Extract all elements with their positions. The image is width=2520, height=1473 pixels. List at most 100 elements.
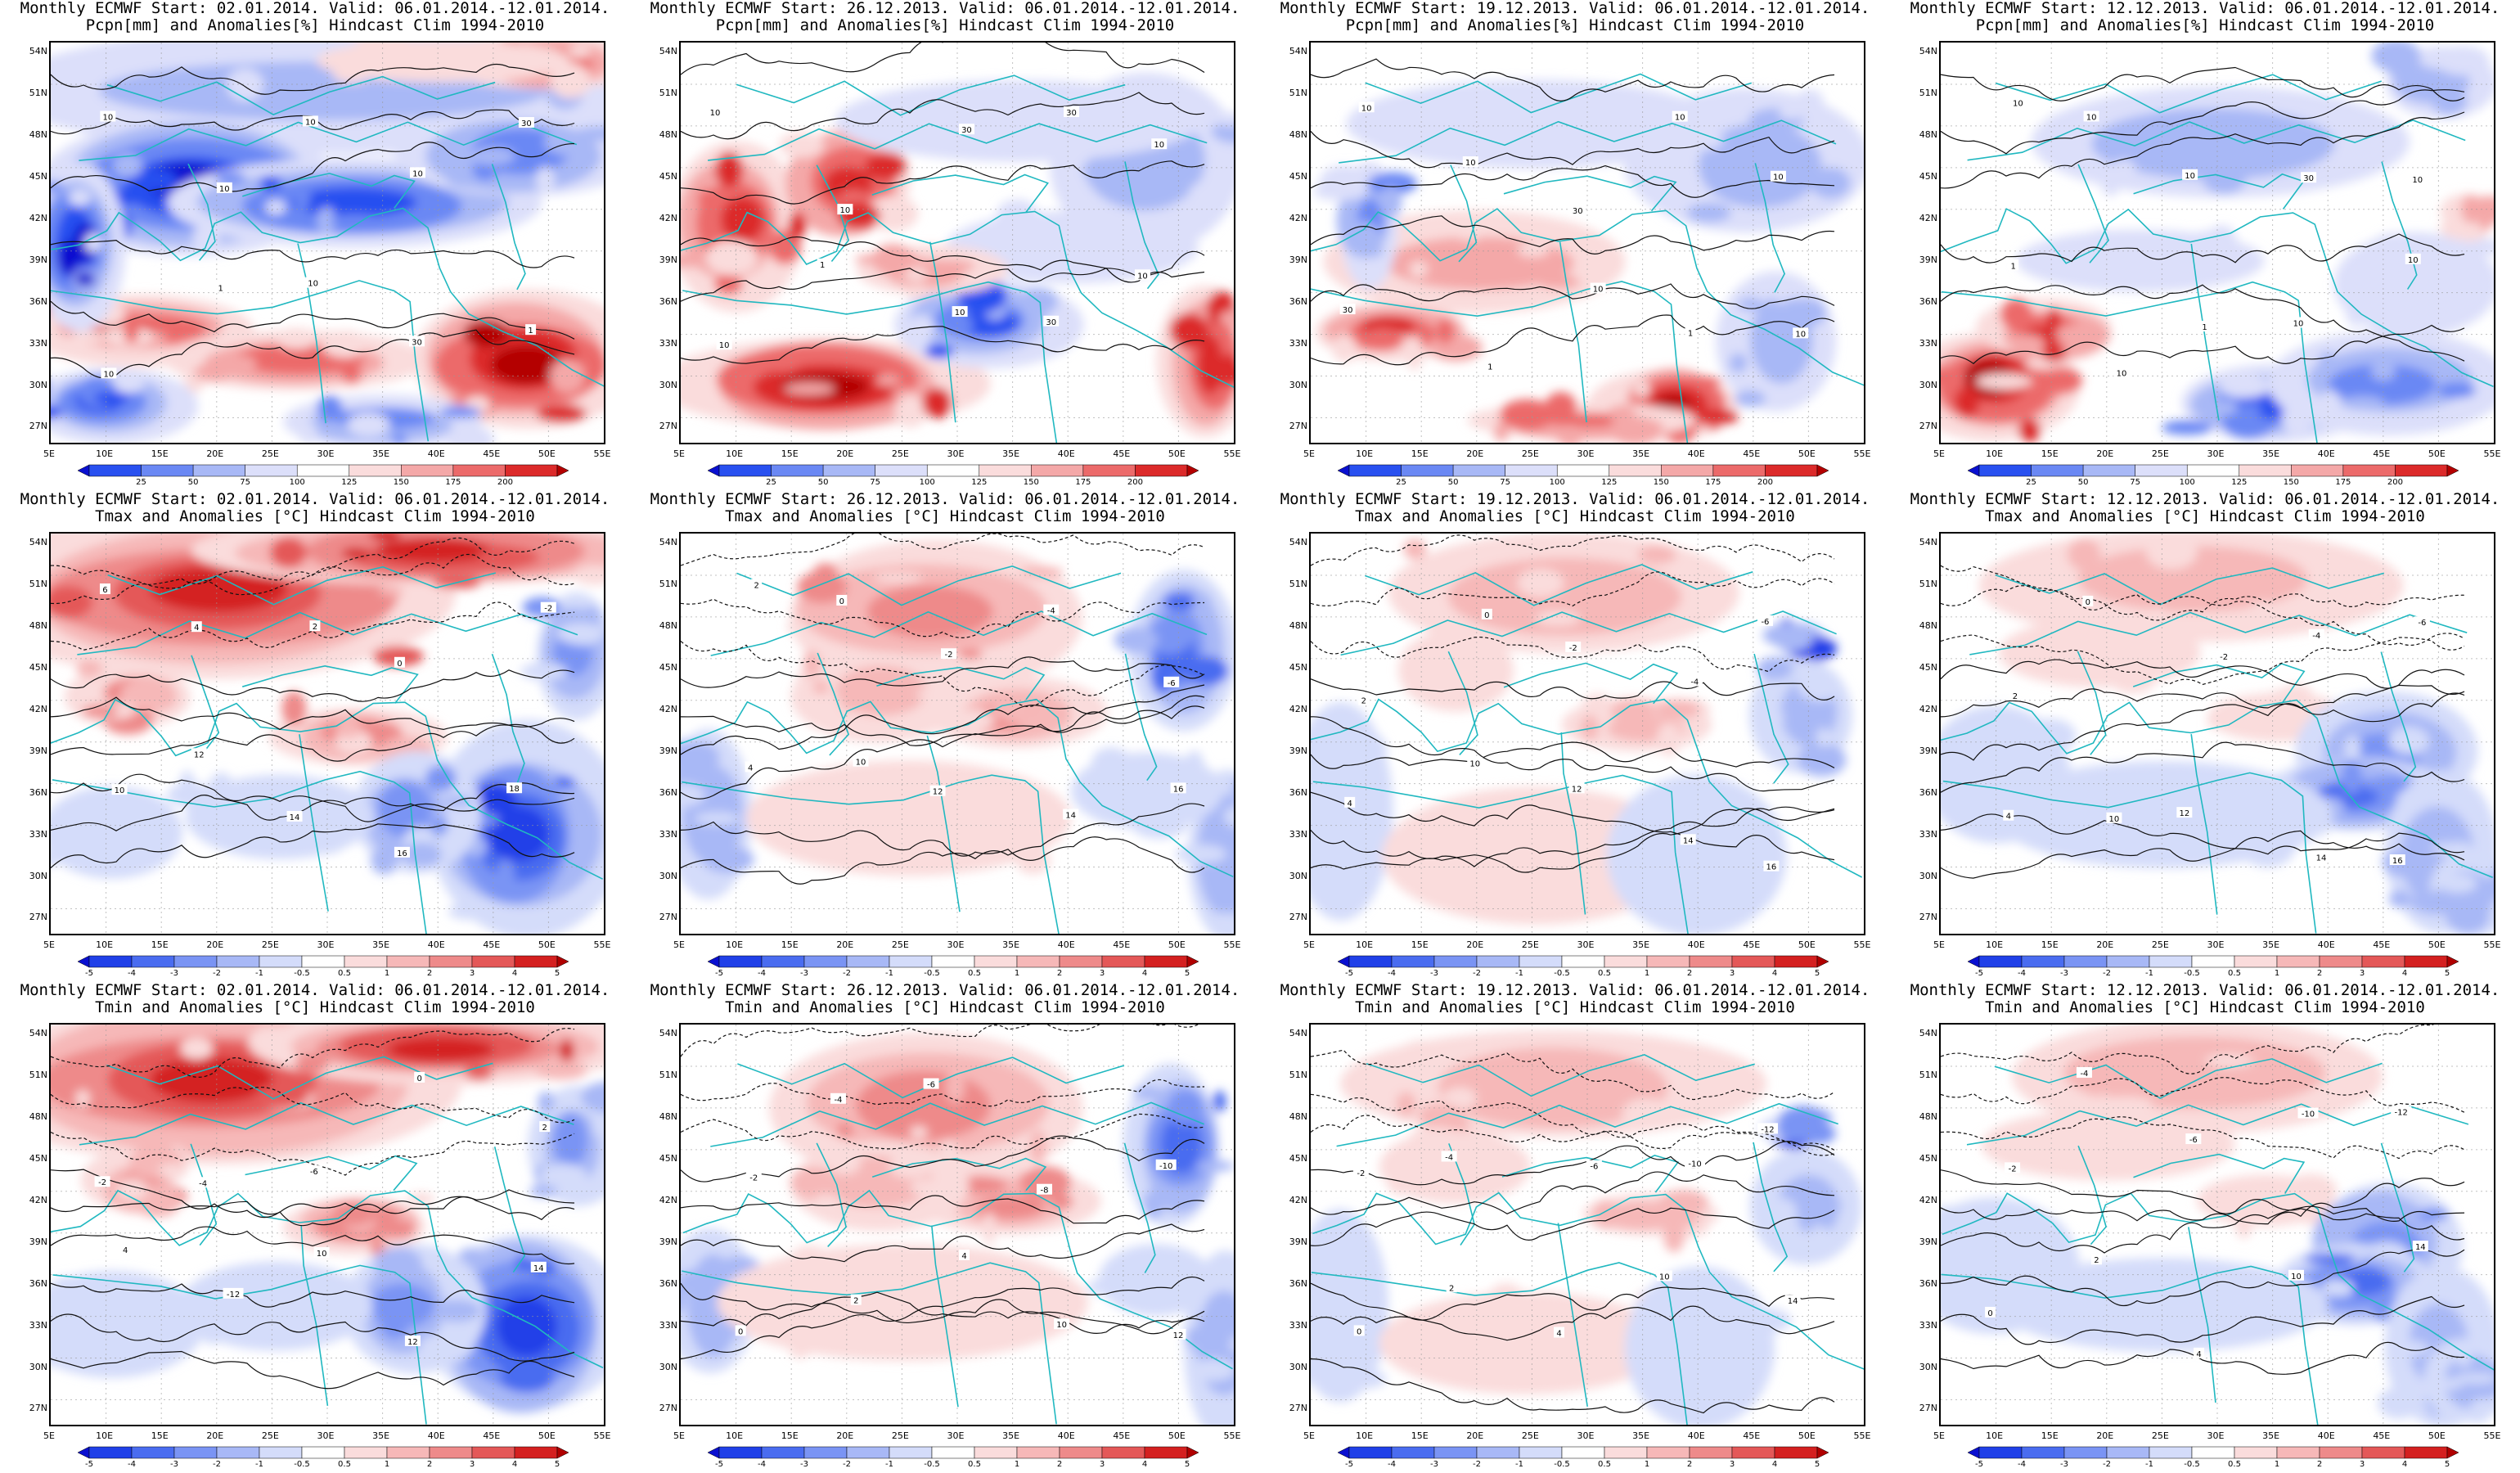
contour-lines (51, 537, 575, 869)
contour-label: 4 (745, 761, 756, 773)
colorbar-label: 2 (426, 1460, 433, 1469)
contour-label: 14 (2412, 1241, 2428, 1252)
lon-tick-label: 25E (261, 448, 279, 459)
contour-label: 14 (286, 810, 303, 822)
lat-tick-label: 27N (29, 1403, 47, 1414)
colorbar-label: -2 (843, 1460, 851, 1469)
contour-label: 14 (530, 1261, 547, 1273)
colorbar-label: 50 (2077, 478, 2089, 487)
map-panel: Monthly ECMWF Start: 12.12.2013. Valid: … (1890, 982, 2520, 1473)
lon-tick-label: 55E (593, 939, 611, 950)
colorbar-swatch (192, 464, 245, 477)
lon-tick-label: 10E (1986, 1430, 2004, 1441)
lon-tick-label: 10E (1356, 939, 1374, 950)
svg-text:30: 30 (1046, 318, 1056, 327)
colorbar-high-arrow (1186, 955, 1199, 968)
colorbar-swatch (1144, 1446, 1188, 1459)
svg-text:10: 10 (412, 169, 423, 178)
colorbar-label: 5 (2444, 969, 2450, 978)
lon-tick-label: 15E (1411, 448, 1429, 459)
map-plot: 2 0 -2 -4 -6 4 10 12 14 16 (1939, 532, 2495, 935)
colorbar-swatch (2276, 1446, 2320, 1459)
contour-labels: 2 0 -2 -4 -6 4 10 12 14 16 (2003, 595, 2430, 866)
colorbar-low-arrow (707, 955, 720, 968)
contour-label: 0 (735, 1325, 746, 1336)
colorbar-label: 5 (2444, 1460, 2450, 1469)
svg-text:4: 4 (1347, 800, 1352, 809)
lat-tick-label: 48N (659, 1110, 677, 1122)
contour-label: 18 (506, 782, 523, 794)
colorbar-swatch (875, 464, 928, 477)
colorbar-low-arrow (77, 955, 90, 968)
lon-tick-label: 35E (1632, 939, 1650, 950)
panel-title: Monthly ECMWF Start: 12.12.2013. Valid: … (1890, 0, 2520, 34)
lon-tick-label: 35E (1002, 1430, 1020, 1441)
svg-text:-2: -2 (544, 605, 552, 614)
lon-tick-label: 25E (1521, 939, 1539, 950)
lon-tick-label: 40E (1057, 448, 1075, 459)
colorbar-label: 3 (1099, 1460, 1105, 1469)
title-line-2: Tmin and Anomalies [°C] Hindcast Clim 19… (95, 998, 535, 1016)
graticule (681, 534, 1234, 934)
title-line-2: Tmax and Anomalies [°C] Hindcast Clim 19… (95, 507, 535, 525)
colorbar-swatch (2135, 464, 2188, 477)
lon-tick-label: 50E (2428, 448, 2446, 459)
lon-tick-label: 50E (1168, 1430, 1186, 1441)
colorbar-swatch (301, 955, 345, 968)
colorbar-label: -0.5 (294, 969, 310, 978)
map-panel: Monthly ECMWF Start: 02.01.2014. Valid: … (0, 982, 630, 1473)
colorbar-swatch (1561, 955, 1605, 968)
svg-text:-2: -2 (98, 1178, 106, 1187)
lat-tick-label: 51N (1289, 87, 1307, 98)
panel-title: Monthly ECMWF Start: 02.01.2014. Valid: … (0, 0, 630, 34)
colorbar-swatch (1101, 955, 1145, 968)
contour-labels: -2 -4 -6 -10 -12 0 2 4 10 14 (1352, 1123, 1801, 1339)
contour-label: 10 (2009, 97, 2026, 109)
colorbar-low-arrow (77, 1446, 90, 1459)
anomaly-field: -2 -4 -6 -10 -12 0 2 4 10 14 (1941, 1025, 2494, 1425)
contour-label: 10 (313, 1247, 330, 1259)
colorbar-swatch (2106, 955, 2150, 968)
colorbar-label: 0.5 (338, 969, 351, 978)
colorbar-high-arrow (2446, 955, 2459, 968)
lon-tick-label: 5E (43, 939, 55, 950)
lon-tick-label: 20E (1466, 1430, 1484, 1441)
lon-tick-label: 50E (538, 448, 556, 459)
lat-tick-label: 45N (1919, 170, 1937, 182)
contour-label: -4 (195, 1177, 211, 1188)
contour-label: 10 (305, 277, 322, 289)
lat-tick-label: 42N (1289, 1194, 1307, 1205)
contour-label: 12 (404, 1335, 421, 1347)
colorbar-label: -1 (255, 1460, 263, 1469)
colorbar-swatch (1774, 1446, 1818, 1459)
lat-tick-label: 36N (1289, 295, 1307, 307)
svg-text:2: 2 (853, 1297, 858, 1306)
anomaly-field: -2 -4 -6 0 2 4 -12 10 12 14 (51, 1025, 604, 1425)
colorbar-label: -5 (1345, 1460, 1353, 1469)
colorbar-swatch (2149, 1446, 2193, 1459)
colorbar-label: -0.5 (2184, 969, 2200, 978)
lat-tick-label: 36N (659, 1277, 677, 1289)
colorbar-label: 1 (1644, 969, 1650, 978)
svg-text:14: 14 (2415, 1243, 2426, 1252)
lat-tick-label: 33N (1289, 828, 1307, 840)
lon-tick-label: 30E (1577, 448, 1595, 459)
colorbar-swatch (173, 955, 218, 968)
colorbar-label: 3 (1729, 969, 1735, 978)
contour-lines (1941, 1025, 2465, 1375)
contour-label: 0 (414, 1071, 425, 1083)
colorbar-swatch (2191, 1446, 2235, 1459)
contour-lines (681, 534, 1205, 885)
colorbar-label: -4 (128, 969, 136, 978)
lon-tick-label: 30E (2207, 448, 2225, 459)
colorbar-label: -3 (170, 969, 178, 978)
colorbar-label: 5 (1184, 969, 1190, 978)
colorbar-label: 50 (187, 478, 199, 487)
contour-label: 1 (215, 282, 227, 294)
colorbar-swatch (718, 955, 763, 968)
svg-text:10: 10 (1361, 104, 1372, 113)
lon-tick-label: 30E (947, 939, 965, 950)
lat-tick-label: 27N (29, 912, 47, 923)
contour-label: -6 (2414, 616, 2430, 628)
colorbar-swatch (974, 1446, 1018, 1459)
